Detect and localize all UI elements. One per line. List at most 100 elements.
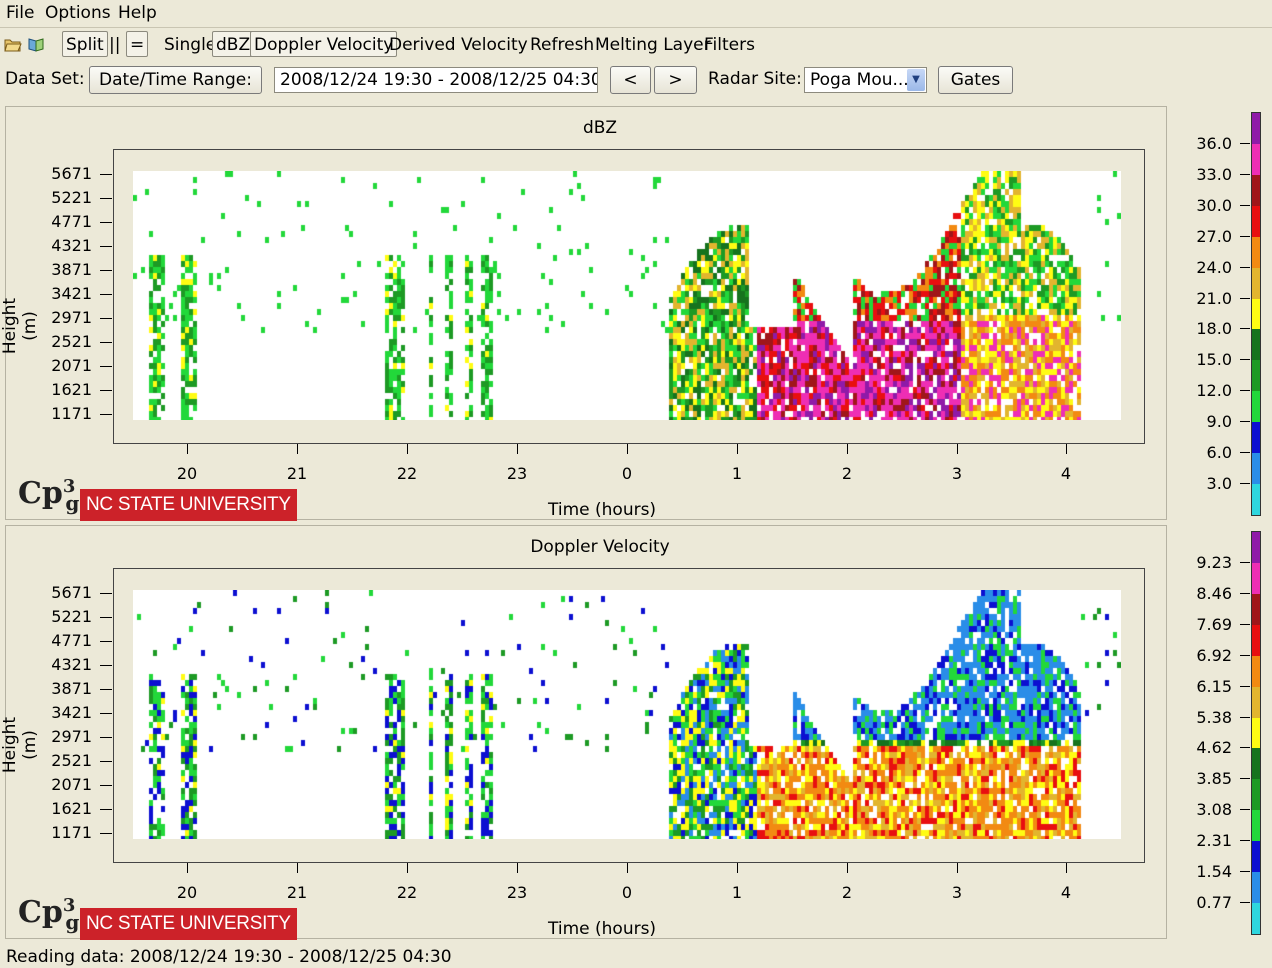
colorbar-tick xyxy=(1240,421,1250,423)
horizontal-split-button[interactable]: = xyxy=(126,31,149,57)
x-tick-label: 1 xyxy=(731,464,743,483)
vertical-split-button[interactable]: || xyxy=(109,35,121,55)
colorbar-label: 18.0 xyxy=(1196,319,1232,339)
x-tick-mark xyxy=(737,863,738,873)
colorbar-segment xyxy=(1252,205,1260,237)
y-tick-mark xyxy=(100,809,112,810)
colorbar-segment xyxy=(1252,453,1260,485)
colorbar-label: 9.23 xyxy=(1196,552,1232,572)
colorbar-label: 8.46 xyxy=(1196,583,1232,603)
melting-layer-button[interactable]: Melting Layer xyxy=(595,35,711,55)
x-tick-mark xyxy=(517,863,518,873)
menu-separator xyxy=(0,27,1272,28)
doppler-heatmap[interactable] xyxy=(133,590,1121,839)
radar-site-label: Radar Site: xyxy=(708,69,802,89)
y-tick-label: 1621 xyxy=(51,799,92,818)
x-tick-mark xyxy=(297,444,298,454)
x-tick-mark xyxy=(847,444,848,454)
menu-help[interactable]: Help xyxy=(118,3,157,23)
colorbar-segment xyxy=(1252,841,1260,873)
radar-site-select[interactable]: Poga Mou... ▼ xyxy=(804,67,927,93)
colorbar-segment xyxy=(1252,532,1260,563)
y-tick-label: 3871 xyxy=(51,679,92,698)
date-time-range-button[interactable]: Date/Time Range: xyxy=(89,66,262,94)
colorbar-tick xyxy=(1240,778,1250,780)
y-tick-mark xyxy=(100,665,112,666)
filters-button[interactable]: Filters xyxy=(704,35,755,55)
doppler-velocity-button[interactable]: Doppler Velocity xyxy=(250,31,398,57)
y-tick-label: 2071 xyxy=(51,775,92,794)
colorbar-segment xyxy=(1252,484,1260,515)
derived-velocity-button[interactable]: Derived Velocity xyxy=(389,35,528,55)
y-tick-label: 1621 xyxy=(51,380,92,399)
colorbar-tick xyxy=(1240,328,1250,330)
colorbar-segment xyxy=(1252,655,1260,687)
colorbar-label: 0.77 xyxy=(1196,893,1232,913)
colorbar-segment xyxy=(1252,113,1260,144)
colorbar-tick xyxy=(1240,840,1250,842)
colorbar-segment xyxy=(1252,810,1260,842)
colorbar-label: 6.92 xyxy=(1196,645,1232,665)
y-tick-mark xyxy=(100,641,112,642)
y-tick-mark xyxy=(100,390,112,391)
x-tick-mark xyxy=(957,444,958,454)
open-book-icon[interactable] xyxy=(27,36,45,52)
x-tick-mark xyxy=(1066,863,1067,873)
ncsu-logo: NC STATE UNIVERSITY xyxy=(80,489,297,521)
status-bar: Reading data: 2008/12/24 19:30 - 2008/12… xyxy=(6,947,452,967)
x-tick-label: 3 xyxy=(951,464,963,483)
split-button[interactable]: Split xyxy=(62,31,108,57)
next-button[interactable]: > xyxy=(654,66,697,94)
radar-site-value: Poga Mou... xyxy=(810,70,909,90)
x-tick-label: 23 xyxy=(506,464,528,483)
date-range-field[interactable]: 2008/12/24 19:30 - 2008/12/25 04:30 xyxy=(274,67,598,93)
colorbar-label: 15.0 xyxy=(1196,350,1232,370)
y-tick-mark xyxy=(100,342,112,343)
y-tick-label: 2521 xyxy=(51,751,92,770)
colorbar-tick xyxy=(1240,359,1250,361)
colorbar-segment xyxy=(1252,903,1260,934)
chevron-down-icon[interactable]: ▼ xyxy=(907,69,925,91)
refresh-button[interactable]: Refresh xyxy=(530,35,595,55)
colorbar-segment xyxy=(1252,748,1260,780)
colorbar-segment xyxy=(1252,562,1260,594)
cp3g-logo-2: Cp3g xyxy=(18,895,80,934)
y-tick-label: 2521 xyxy=(51,332,92,351)
dbz-heatmap[interactable] xyxy=(133,171,1121,420)
x-tick-label: 0 xyxy=(621,464,633,483)
colorbar-tick xyxy=(1240,390,1250,392)
y-tick-label: 2071 xyxy=(51,356,92,375)
single-button[interactable]: Single xyxy=(164,35,217,55)
y-tick-mark xyxy=(100,246,112,247)
colorbar-label: 6.15 xyxy=(1196,676,1232,696)
x-tick-mark xyxy=(627,444,628,454)
x-tick-label: 22 xyxy=(396,464,418,483)
x-tick-label: 3 xyxy=(951,883,963,902)
colorbar-tick xyxy=(1240,809,1250,811)
previous-button[interactable]: < xyxy=(610,66,651,94)
y-tick-mark xyxy=(100,198,112,199)
dbz-button[interactable]: dBZ xyxy=(212,31,255,57)
colorbar-label: 36.0 xyxy=(1196,133,1232,153)
colorbar-tick xyxy=(1240,561,1250,563)
colorbar-label: 3.85 xyxy=(1196,769,1232,789)
x-tick-label: 23 xyxy=(506,883,528,902)
colorbar-tick xyxy=(1240,142,1250,144)
menu-options[interactable]: Options xyxy=(45,3,111,23)
colorbar-label: 3.08 xyxy=(1196,800,1232,820)
doppler-chart-title: Doppler Velocity xyxy=(530,537,670,557)
colorbar-segment xyxy=(1252,686,1260,718)
x-tick-mark xyxy=(187,863,188,873)
open-folder-icon[interactable] xyxy=(4,36,22,52)
colorbar-segment xyxy=(1252,422,1260,454)
y-tick-label: 3871 xyxy=(51,260,92,279)
menu-file[interactable]: File xyxy=(6,3,35,23)
y-tick-label: 5221 xyxy=(51,188,92,207)
gates-button[interactable]: Gates xyxy=(938,66,1013,94)
colorbar-segment xyxy=(1252,143,1260,175)
dbz-chart-title: dBZ xyxy=(582,118,618,138)
menu-bar: File Options Help xyxy=(0,0,1272,27)
x-tick-mark xyxy=(847,863,848,873)
colorbar-scale xyxy=(1251,531,1261,935)
colorbar-tick xyxy=(1240,173,1250,175)
